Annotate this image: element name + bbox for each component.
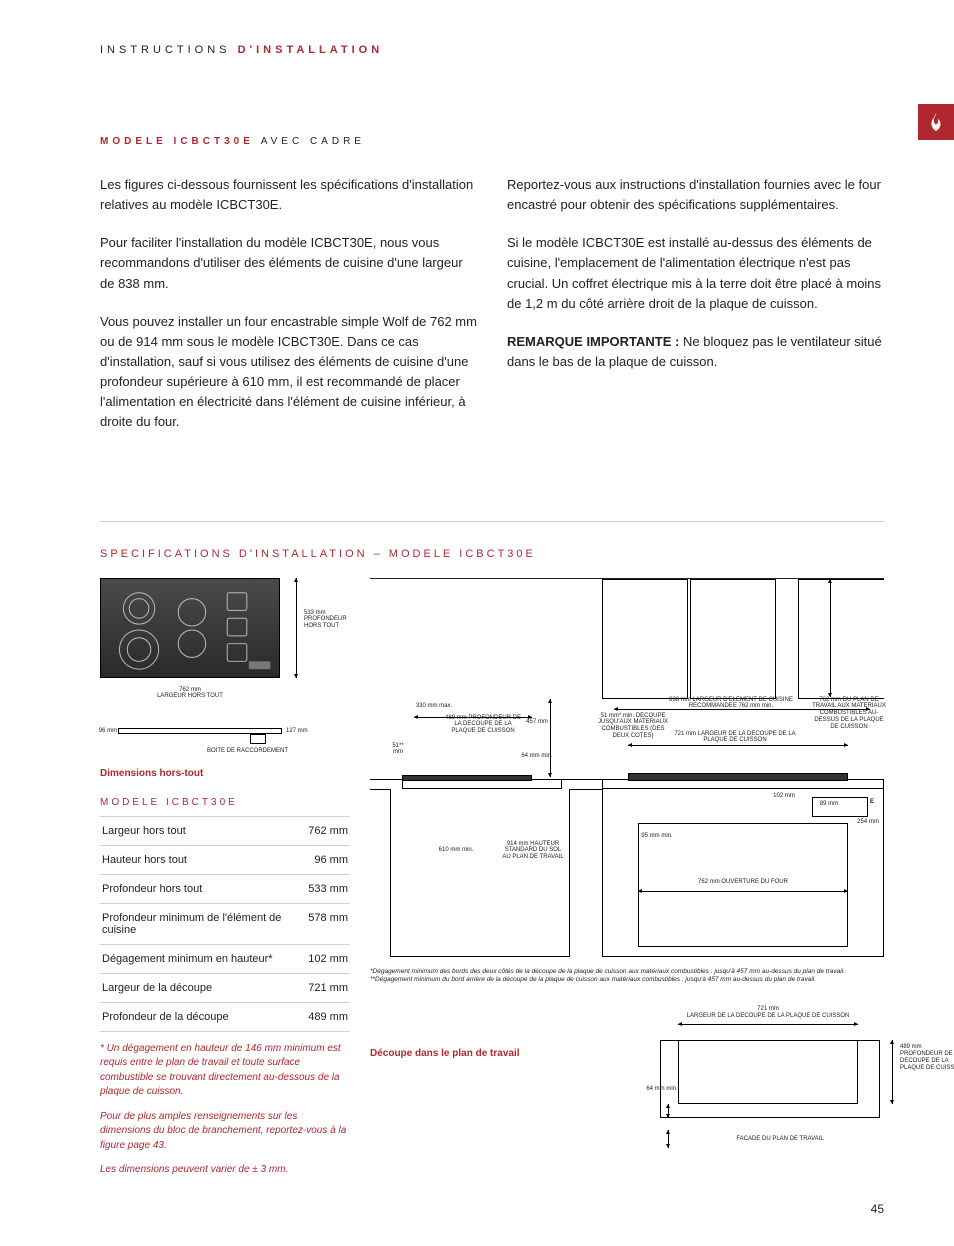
spec-value: 533 mm	[306, 874, 350, 903]
body-col-right: Reportez-vous aux instructions d'install…	[507, 175, 884, 451]
dim-label: 457 mm	[520, 719, 554, 726]
table-row: Hauteur hors tout96 mm	[100, 845, 350, 874]
cutout-facade: FACADE DU PLAN DE TRAVAIL	[700, 1136, 860, 1143]
dim-label: 254 mm	[854, 819, 882, 826]
para: REMARQUE IMPORTANTE : Ne bloquez pas le …	[507, 332, 884, 372]
cutout-width-label: 721 mmLARGEUR DE LA DECOUPE DE LA PLAQUE…	[678, 1006, 858, 1020]
spec-value: 578 mm	[306, 903, 350, 944]
dim-label: 914 mm HAUTEUR STANDARD DU SOL AU PLAN D…	[502, 841, 564, 862]
footnote: * Un dégagement en hauteur de 146 mm min…	[100, 1042, 350, 1100]
spec-value: 102 mm	[306, 944, 350, 973]
elevation-fineprint: *Dégagement minimum des bords des deux c…	[370, 968, 884, 985]
dim-label: 762 mm DU PLAN DE TRAVAIL AUX MATERIAUX …	[810, 697, 888, 731]
spec-left-column: 533 mmPROFONDEUR HORS TOUT 762 mmLARGEUR…	[100, 578, 350, 1188]
spec-name: Profondeur hors tout	[100, 874, 306, 903]
footnotes: * Un dégagement en hauteur de 146 mm min…	[100, 1042, 350, 1178]
dim-label: 51** mm	[388, 743, 408, 757]
spec-name: Profondeur minimum de l'élément de cuisi…	[100, 903, 306, 944]
table-row: Profondeur minimum de l'élément de cuisi…	[100, 903, 350, 944]
dim-label: 102 mm	[766, 793, 802, 800]
spec-right-column: 330 mm max. 489 mm PROFONDEUR DE LA DECO…	[370, 578, 884, 1188]
dim-label: 489 mm PROFONDEUR DE LA DECOUPE DE LA PL…	[442, 715, 524, 736]
subhead-light: AVEC CADRE	[261, 136, 365, 147]
note-bold: REMARQUE IMPORTANTE :	[507, 334, 683, 349]
cooktop-top-view-diagram	[100, 578, 280, 678]
cutout-diagram: 721 mmLARGEUR DE LA DECOUPE DE LA PLAQUE…	[650, 1014, 884, 1174]
footnote: Pour de plus amples renseignements sur l…	[100, 1110, 350, 1154]
subhead-bold: MODELE ICBCT30E	[100, 136, 261, 147]
dim-label: 762 mm OUVERTURE DU FOUR	[670, 879, 816, 886]
page-kicker: INSTRUCTIONS D'INSTALLATION	[100, 44, 884, 56]
table-row: Largeur hors tout762 mm	[100, 816, 350, 845]
cutout-frontgap: 64 mm min.	[642, 1086, 682, 1093]
right-height: 127 mm	[286, 728, 326, 735]
spec-name: Dégagement minimum en hauteur*	[100, 944, 306, 973]
para: Vous pouvez installer un four encastrabl…	[100, 312, 477, 433]
body-col-left: Les figures ci-dessous fournissent les s…	[100, 175, 477, 451]
table-heading: MODELE ICBCT30E	[100, 797, 350, 808]
para: Pour faciliter l'installation du modèle …	[100, 233, 477, 293]
spec-table: Largeur hors tout762 mmHauteur hors tout…	[100, 816, 350, 1032]
elevation-diagram: 330 mm max. 489 mm PROFONDEUR DE LA DECO…	[370, 578, 884, 958]
table-row: Largeur de la découpe721 mm	[100, 973, 350, 1002]
section-subhead: MODELE ICBCT30E AVEC CADRE	[100, 136, 884, 147]
spec-value: 721 mm	[306, 973, 350, 1002]
table-row: Profondeur de la découpe489 mm	[100, 1002, 350, 1031]
dim-label: 330 mm max.	[414, 703, 454, 710]
kicker-plain: INSTRUCTIONS	[100, 44, 238, 56]
flame-tab-icon	[918, 104, 954, 140]
fine-line: **Dégagement minimum du bord arrière de …	[370, 976, 884, 984]
dim-label: 95 mm min.	[640, 833, 674, 840]
depth-label: 533 mmPROFONDEUR HORS TOUT	[304, 610, 360, 631]
kicker-bold: D'INSTALLATION	[238, 44, 384, 56]
spec-title: SPECIFICATIONS D'INSTALLATION – MODELE I…	[100, 548, 884, 560]
dim-label: 64 mm min.	[520, 753, 554, 760]
footnote: Les dimensions peuvent varier de ± 3 mm.	[100, 1163, 350, 1178]
dim-label: 51 mm* min. DECOUPE JUSQU'AUX MATERIAUX …	[594, 713, 672, 741]
depth-arrow	[296, 578, 297, 678]
junction-label: BOITE DE RACCORDEMENT	[148, 748, 288, 755]
spec-name: Hauteur hors tout	[100, 845, 306, 874]
para: Reportez-vous aux instructions d'install…	[507, 175, 884, 215]
cutout-depth-label: 489 mmPROFONDEUR DE LA DECOUPE DE LA PLA…	[900, 1044, 954, 1072]
dim-label: 721 mm LARGEUR DE LA DECOUPE DE LA PLAQU…	[670, 731, 800, 745]
fine-line: *Dégagement minimum des bords des deux c…	[370, 968, 884, 976]
para: Les figures ci-dessous fournissent les s…	[100, 175, 477, 215]
spec-value: 762 mm	[306, 816, 350, 845]
dim-label: 610 mm min.	[426, 847, 486, 854]
dim-label: E	[866, 799, 878, 806]
spec-name: Profondeur de la découpe	[100, 1002, 306, 1031]
spec-value: 489 mm	[306, 1002, 350, 1031]
left-height: 96 mm	[96, 728, 120, 735]
cutout-title: Découpe dans le plan de travail	[370, 1014, 620, 1059]
dim-label: 89 mm	[814, 801, 844, 808]
table-row: Dégagement minimum en hauteur*102 mm	[100, 944, 350, 973]
spec-name: Largeur de la découpe	[100, 973, 306, 1002]
para: Si le modèle ICBCT30E est installé au-de…	[507, 233, 884, 314]
spec-value: 96 mm	[306, 845, 350, 874]
junction-box	[250, 734, 266, 744]
width-label: 762 mmLARGEUR HORS TOUT	[100, 687, 280, 701]
spec-name: Largeur hors tout	[100, 816, 306, 845]
table-row: Profondeur hors tout533 mm	[100, 874, 350, 903]
page-number: 45	[100, 1202, 884, 1216]
body-columns: Les figures ci-dessous fournissent les s…	[100, 175, 884, 451]
divider	[100, 521, 884, 522]
diagram-caption: Dimensions hors-tout	[100, 768, 350, 779]
